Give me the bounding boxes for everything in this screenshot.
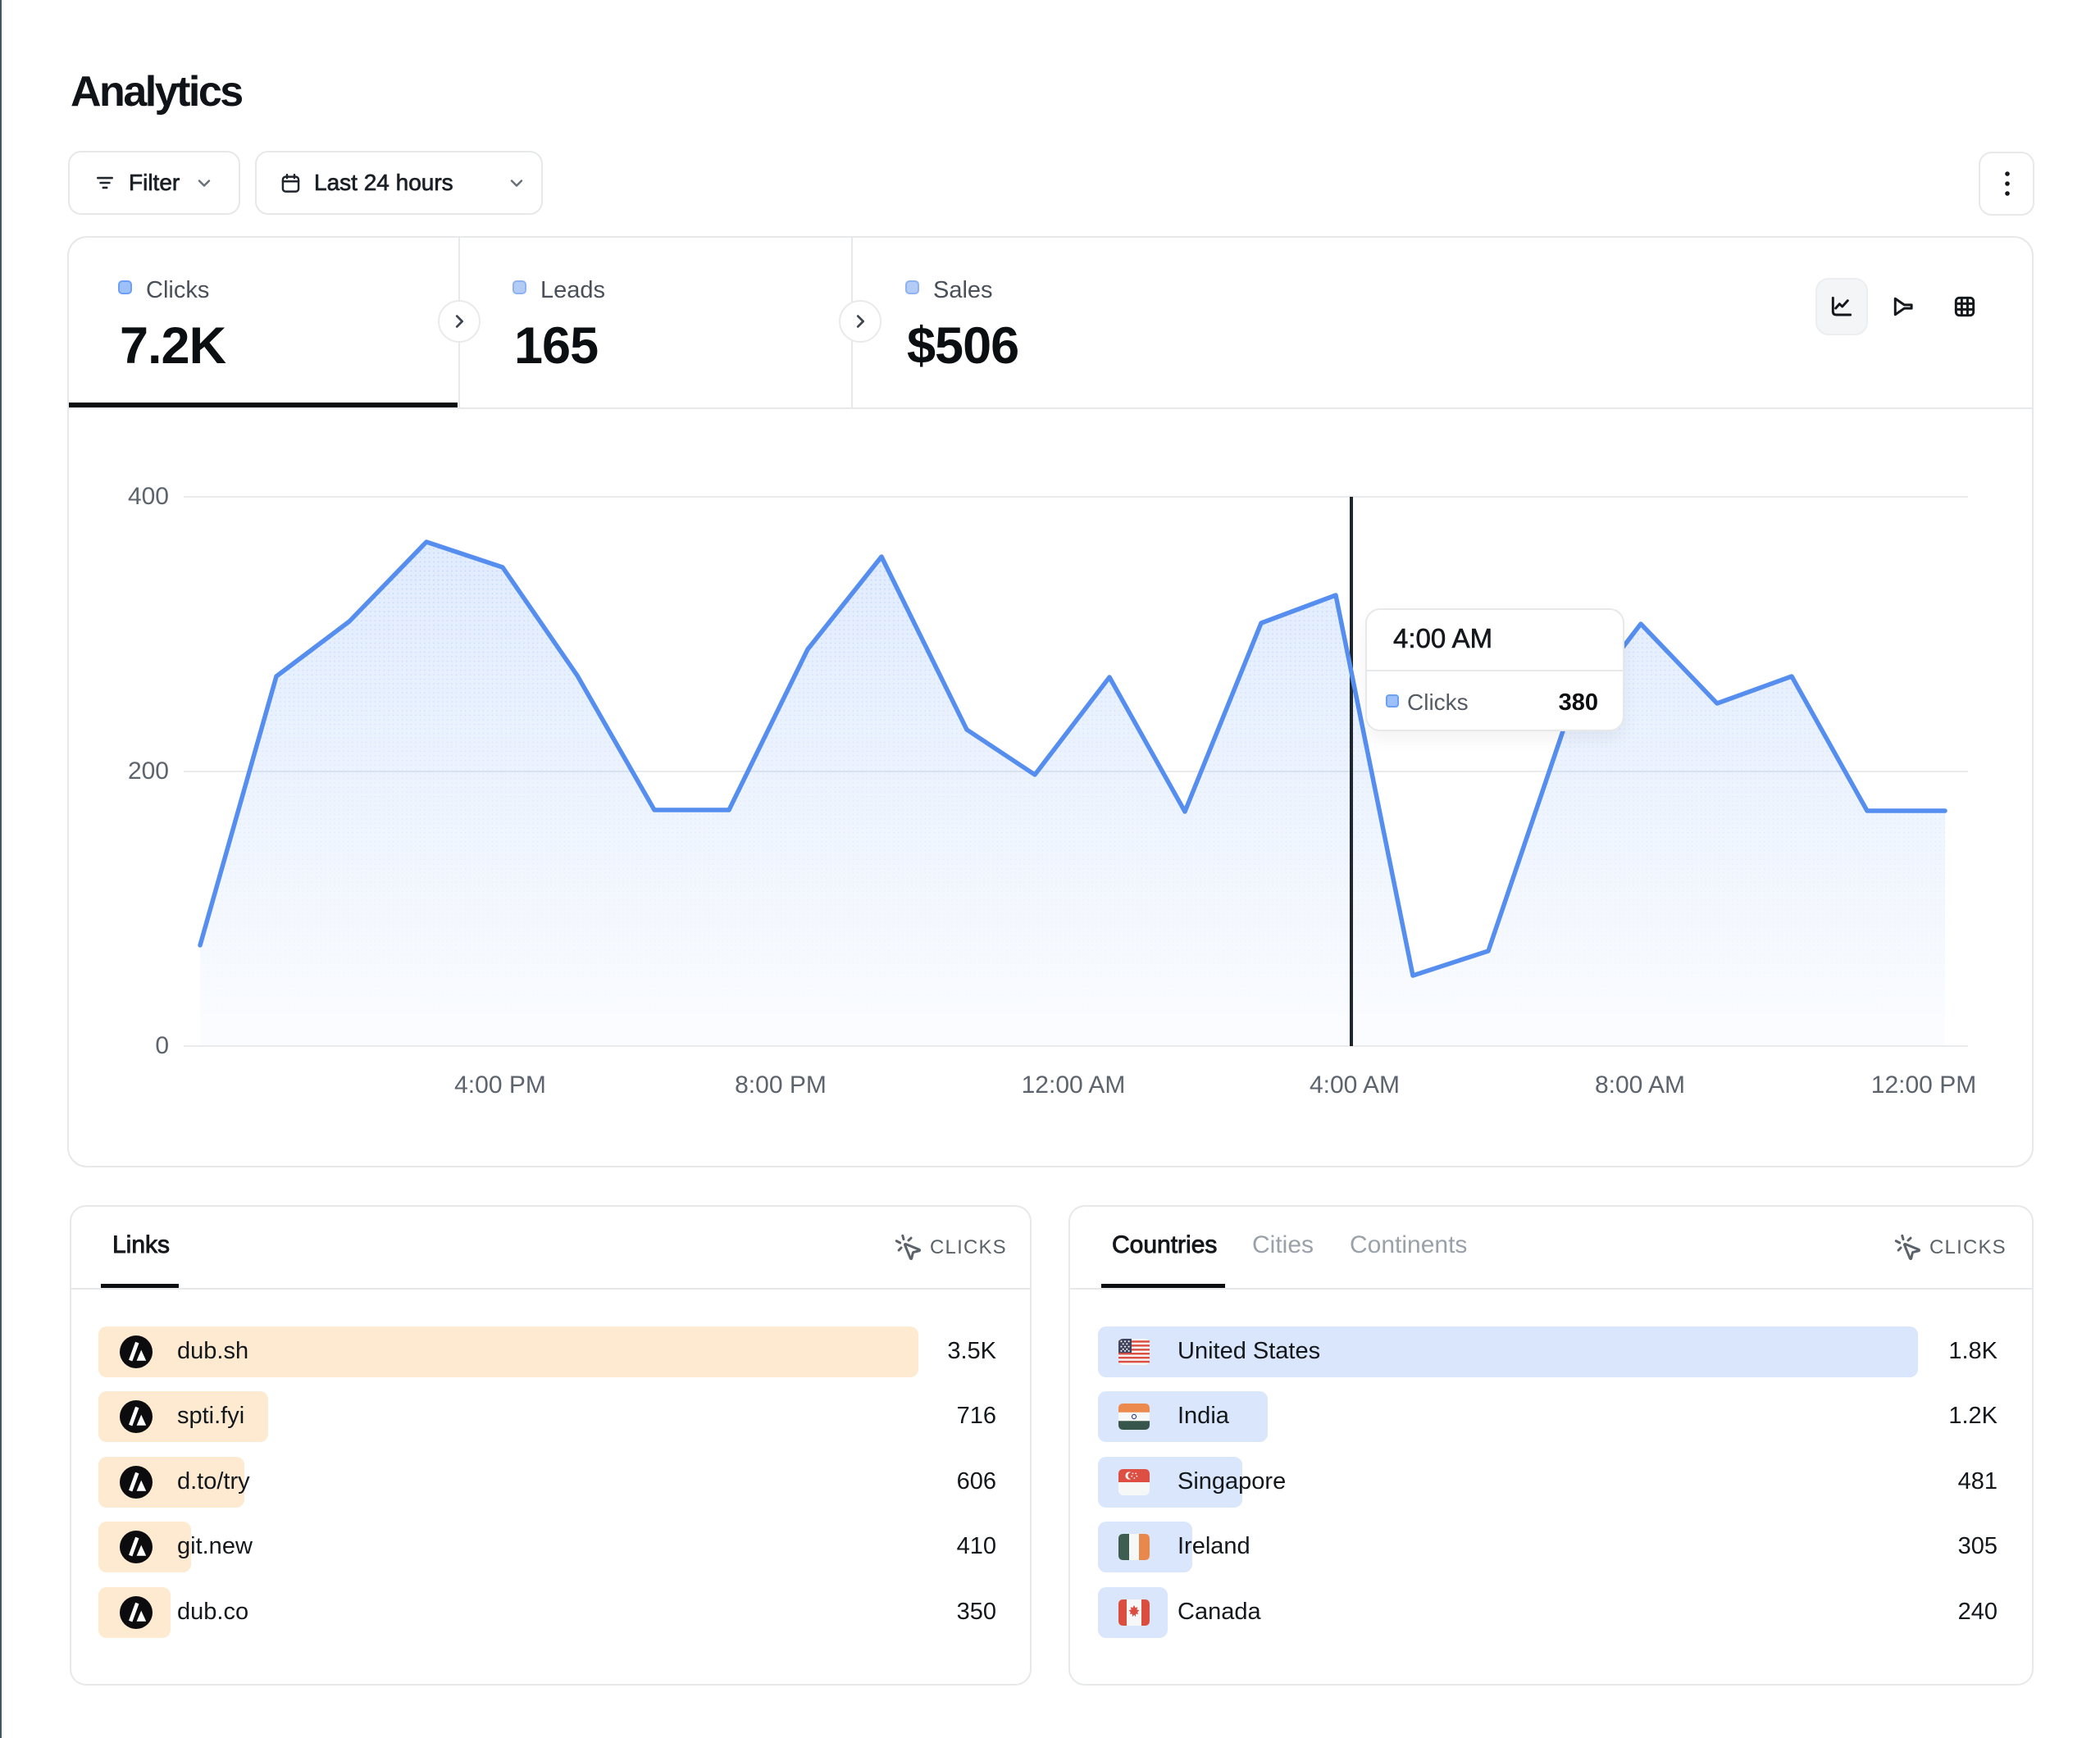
svg-text:4:00 PM: 4:00 PM xyxy=(454,1071,546,1099)
svg-text:200: 200 xyxy=(128,758,169,785)
svg-text:8:00 AM: 8:00 AM xyxy=(1595,1071,1685,1099)
svg-text:12:00 PM: 12:00 PM xyxy=(1871,1071,1976,1099)
svg-text:0: 0 xyxy=(155,1032,169,1059)
svg-text:4:00 AM: 4:00 AM xyxy=(1310,1071,1400,1099)
svg-text:8:00 PM: 8:00 PM xyxy=(735,1071,827,1099)
svg-text:400: 400 xyxy=(128,483,169,510)
svg-text:12:00 AM: 12:00 AM xyxy=(1022,1071,1126,1099)
